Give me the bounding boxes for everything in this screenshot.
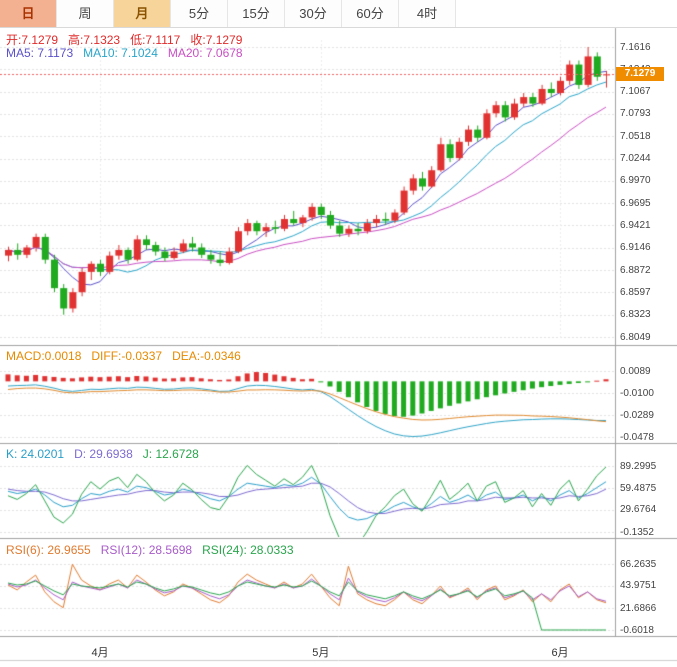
legend-item: MACD:0.0018 [6,349,82,363]
y-axis-label: -0.0100 [620,387,654,399]
tab-4时[interactable]: 4时 [399,0,456,27]
kdj-legend: K: 24.0201 D: 29.6938 J: 12.6728 [6,447,209,461]
tab-15分[interactable]: 15分 [228,0,285,27]
y-axis-label: 7.1616 [620,41,651,53]
y-axis-label: 6.9695 [620,197,651,209]
y-axis-label: 6.9970 [620,175,651,187]
y-axis-label: -0.6018 [620,624,654,636]
y-axis-label: 29.6764 [620,504,657,516]
y-axis-label: 6.8323 [620,309,651,321]
legend-item: MA20: 7.0678 [167,46,243,60]
y-axis-label: 7.0244 [620,153,651,165]
legend-item: J: 12.6728 [142,447,199,461]
legend-item: RSI(12): 28.5698 [100,543,193,557]
y-axis-label: 66.2635 [620,558,657,570]
tab-5分[interactable]: 5分 [171,0,228,27]
legend-item: 高:7.1323 [68,33,121,47]
legend-item: MA10: 7.1024 [83,46,158,60]
x-axis-label: 4月 [91,647,109,659]
y-axis-label: -0.0478 [620,431,654,443]
legend-item: DIFF:-0.0337 [91,349,163,363]
legend-item: MA5: 7.1173 [6,46,74,60]
y-axis-label: 59.4875 [620,482,657,494]
y-axis-label: 6.9146 [620,242,651,254]
tab-日[interactable]: 日 [0,0,57,27]
legend-item: DEA:-0.0346 [172,349,241,363]
y-axis-label: -0.0289 [620,409,654,421]
legend-item: RSI(24): 28.0333 [202,543,294,557]
y-axis-label: 21.6866 [620,602,657,614]
y-axis-label: 7.1067 [620,86,651,98]
legend-item: 低:7.1117 [130,33,181,47]
tab-60分[interactable]: 60分 [342,0,399,27]
y-axis-label: 6.8872 [620,264,651,276]
y-axis-label: 6.8597 [620,286,651,298]
tab-月[interactable]: 月 [114,0,171,27]
x-axis-label: 5月 [312,647,330,659]
legend-item: D: 29.6938 [74,447,133,461]
y-axis-label: 6.9421 [620,219,651,231]
legend-item: K: 24.0201 [6,447,65,461]
y-axis-label: -0.1352 [620,526,654,538]
y-axis-label: 43.9751 [620,580,657,592]
rsi-legend: RSI(6): 26.9655 RSI(12): 28.5698 RSI(24): … [6,543,304,557]
macd-legend: MACD:0.0018 DIFF:-0.0337 DEA:-0.0346 [6,349,251,363]
x-axis-label: 6月 [551,647,569,659]
timeframe-toolbar: 日周月 5分 15分 30分 60分 4时 [0,0,677,28]
y-axis-label: 7.0518 [620,130,651,142]
legend-item: RSI(6): 26.9655 [6,543,91,557]
y-axis-label: 6.8049 [620,331,651,343]
current-price-badge: 7.1279 [616,67,664,82]
ma-legend: MA5: 7.1173 MA10: 7.1024 MA20: 7.0678 [6,46,253,60]
legend-item: 开:7.1279 [6,33,59,47]
legend-item: 收:7.1279 [190,33,243,47]
y-axis-label: 7.0793 [620,108,651,120]
y-axis-label: 89.2995 [620,460,657,472]
tab-周[interactable]: 周 [57,0,114,27]
ohlc-legend: 开:7.1279 高:7.1323 低:7.1117 收:7.1279 [6,31,252,48]
y-axis-label: 0.0089 [620,365,651,377]
tab-30分[interactable]: 30分 [285,0,342,27]
